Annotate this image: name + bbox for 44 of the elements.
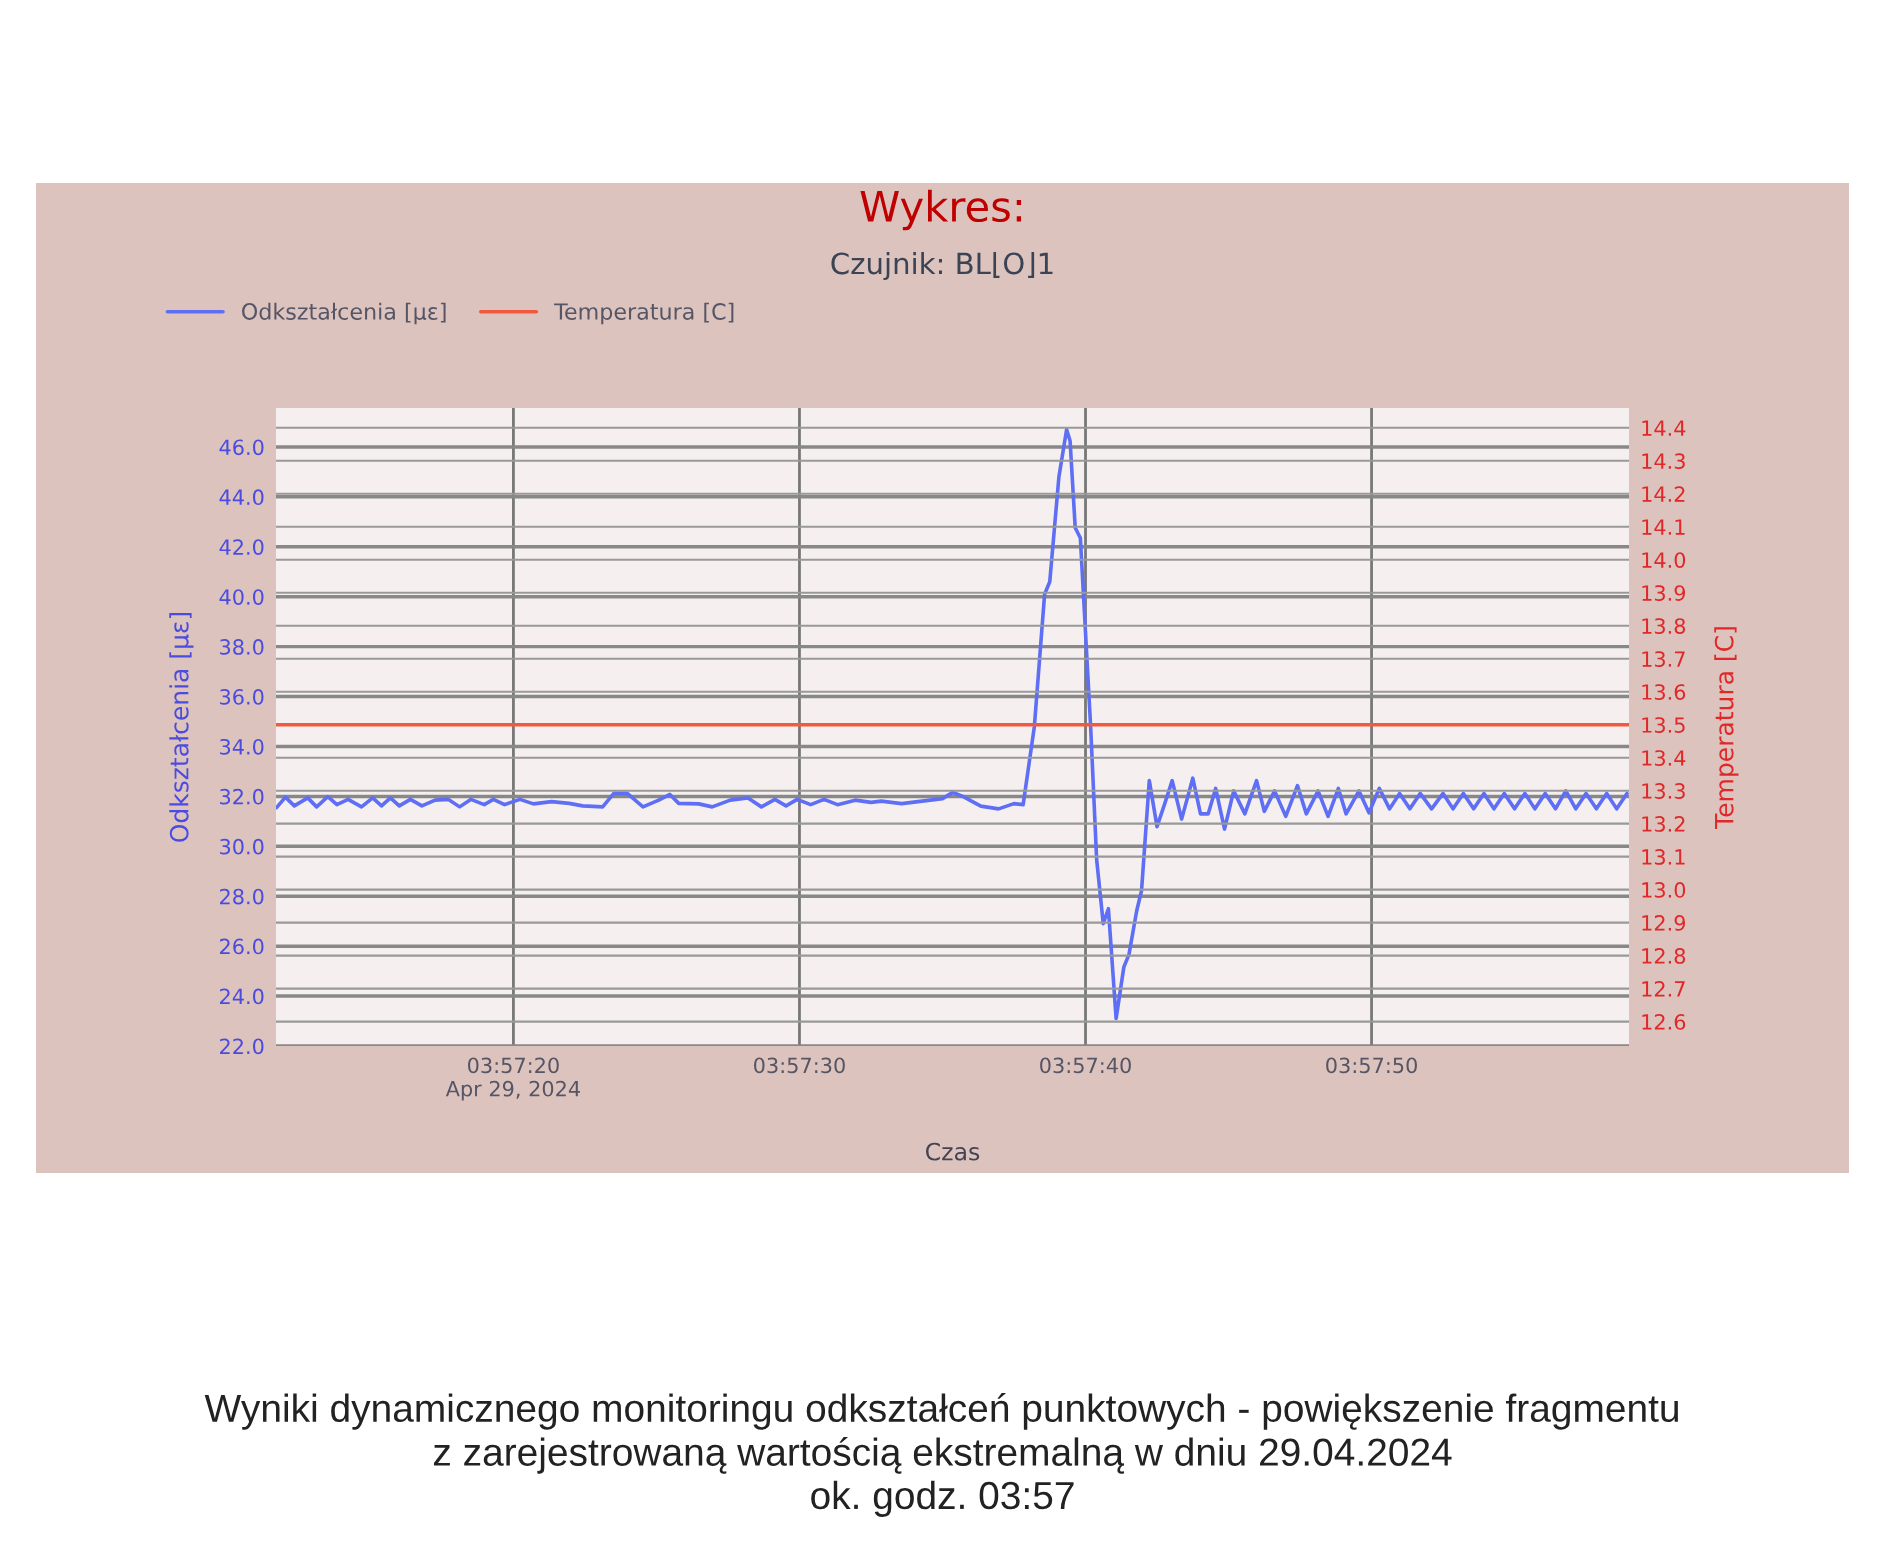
- y2-tick-label: 14.2: [1642, 486, 1685, 502]
- y-tick-label: 38.0: [220, 639, 264, 655]
- y-tick-label: 26.0: [220, 938, 264, 955]
- y2-tick-label: 13.8: [1642, 618, 1686, 634]
- y-tick-label: 44.0: [219, 489, 264, 506]
- chart-subtitle: Czujnik: BL⌊O⌋1: [831, 251, 1053, 281]
- y2-axis-title: Temperatura [C]: [1714, 627, 1739, 829]
- y2-tick-label: 13.7: [1642, 651, 1685, 667]
- y2-tick-label: 13.1: [1642, 849, 1685, 865]
- x-tick-label: 03:57:40: [1040, 1057, 1131, 1074]
- y2-tick-label: 13.0: [1642, 882, 1686, 898]
- y-tick-label: 46.0: [219, 439, 264, 456]
- y2-tick-label: 13.5: [1642, 717, 1685, 733]
- x-axis-title: Czas: [926, 1142, 980, 1161]
- chart-title: Wykres:: [860, 189, 1022, 231]
- legend-label: Odkształcenia [με]: [242, 302, 446, 325]
- y2-tick-label: 12.7: [1642, 981, 1685, 997]
- y2-tick-label: 13.9: [1642, 585, 1686, 601]
- y2-tick-label: 14.1: [1642, 519, 1685, 535]
- y2-tick-label: 14.0: [1642, 552, 1686, 568]
- y-tick-label: 34.0: [220, 738, 264, 755]
- x-tick-label: 03:57:50: [1326, 1057, 1417, 1074]
- x-tick-label: 03:57:30: [754, 1057, 845, 1074]
- y-tick-label: 32.0: [220, 788, 264, 805]
- y2-tick-label: 12.6: [1642, 1014, 1686, 1030]
- y-tick-label: 36.0: [220, 689, 264, 705]
- y2-tick-label: 14.3: [1642, 453, 1685, 469]
- y2-tick-label: 13.3: [1642, 783, 1685, 799]
- y-tick-label: 24.0: [220, 988, 264, 1005]
- y2-tick-label: 13.2: [1642, 816, 1685, 832]
- y2-tick-label: 14.4: [1642, 420, 1686, 436]
- y-tick-label: 30.0: [220, 838, 264, 855]
- y2-tick-label: 13.6: [1642, 684, 1686, 700]
- y2-tick-label: 12.8: [1642, 948, 1686, 964]
- x-tick-label: 03:57:20 Apr 29, 2024: [445, 1057, 580, 1101]
- y-tick-label: 28.0: [220, 888, 264, 905]
- text: Wyniki dynamicznego monitoringu odkształceń punktowych - powiększenie fragmentu z zarejestrowaną wartością ekstremalną w dniu 29.04.2024 ok. godz. 03:57: [204, 1393, 1678, 1517]
- y2-tick-label: 12.9: [1642, 915, 1686, 931]
- y-axis-title: Odkształcenia [με]: [169, 612, 194, 842]
- y-tick-label: 40.0: [219, 589, 264, 605]
- legend-label: Temperatura [C]: [554, 302, 734, 325]
- y-tick-label: 22.0: [220, 1038, 264, 1055]
- y-tick-label: 42.0: [219, 539, 264, 555]
- y2-tick-label: 13.4: [1642, 750, 1686, 766]
